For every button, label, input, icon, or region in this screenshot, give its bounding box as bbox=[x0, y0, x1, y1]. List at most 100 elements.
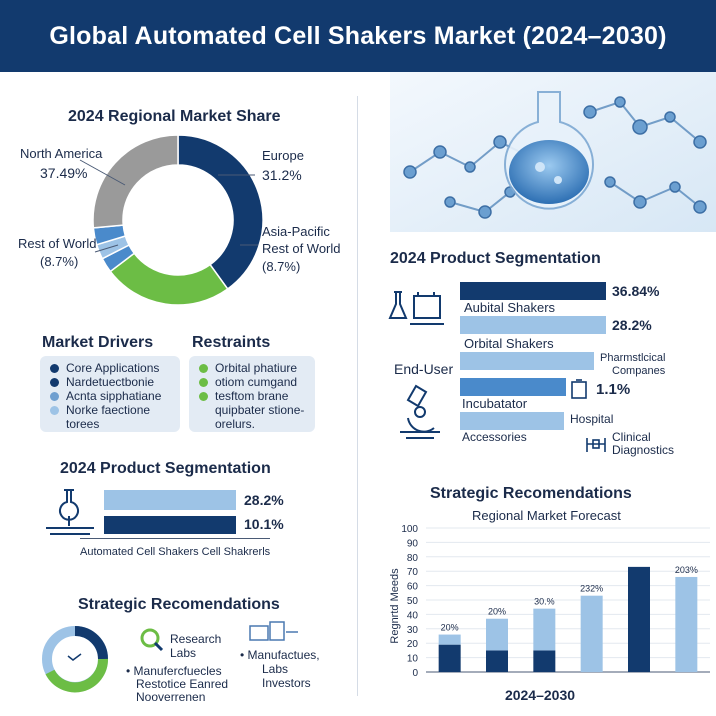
bullet-dot-icon bbox=[50, 363, 59, 373]
restraint-item-extra: orelurs. bbox=[215, 417, 256, 431]
forecast-data-label: 232% bbox=[580, 584, 603, 594]
seg-right-label-2: Orbital Shakers bbox=[464, 336, 554, 351]
drivers-panel: Core Applications Nardetuectbonie Acnta … bbox=[40, 356, 180, 432]
driver-item: Acnta sipphatiane bbox=[50, 389, 180, 403]
forecast-y-tick: 30 bbox=[407, 625, 419, 636]
bullet-dot-icon bbox=[50, 377, 59, 387]
forecast-y-tick: 60 bbox=[407, 582, 419, 593]
flask-stand-icon bbox=[46, 489, 94, 535]
forecast-y-tick: 80 bbox=[407, 553, 419, 564]
seg-left-title: 2024 Product Segmentation bbox=[60, 460, 271, 477]
column-divider bbox=[357, 96, 358, 696]
seg-right-bar-2 bbox=[460, 316, 606, 334]
strat-bullet-1c: Nooverrenen bbox=[136, 690, 206, 704]
forecast-data-label: 20% bbox=[441, 623, 459, 633]
seg-right-label-1: Aubital Shakers bbox=[464, 300, 556, 315]
hospital-icon bbox=[586, 438, 606, 452]
seg-left-bar-1 bbox=[104, 490, 236, 510]
seg-right-label-4: Accessories bbox=[462, 430, 527, 444]
seg-right-value-3: 1.1% bbox=[596, 381, 631, 398]
forecast-bar-base bbox=[533, 650, 556, 672]
driver-item: Norke faectione bbox=[50, 403, 180, 417]
clinical-label-2: Diagnostics bbox=[612, 443, 675, 457]
restraint-item: tesftom brane bbox=[199, 389, 315, 403]
label-asia-pacific: Asia-Pacific bbox=[262, 224, 330, 239]
forecast-title: Strategic Recomendations bbox=[430, 485, 632, 502]
restraints-panel: Orbital phatiure otiom cumgand tesftom b… bbox=[189, 356, 315, 432]
seg-right-bar-3 bbox=[460, 378, 566, 396]
strat-bullet-2a: • Manufactues, bbox=[240, 648, 320, 662]
strat-labs: Labs bbox=[170, 646, 197, 660]
strategy-ring-icon bbox=[42, 626, 109, 693]
clipboard-icon bbox=[571, 379, 587, 399]
regional-donut-chart bbox=[79, 134, 264, 306]
seg-right-bar-pharma bbox=[460, 352, 594, 370]
label-europe: Europe bbox=[262, 148, 304, 163]
forecast-data-label: 20% bbox=[488, 607, 506, 617]
forecast-bar-top bbox=[533, 608, 556, 651]
strat-bullet-1a: • Manufercfuecles bbox=[126, 664, 222, 678]
forecast-x-axis-label: 2024–2030 bbox=[505, 687, 575, 703]
restraint-item: otiom cumgand bbox=[199, 375, 315, 389]
strat-research: Research bbox=[170, 632, 222, 646]
forecast-y-tick: 100 bbox=[401, 524, 418, 535]
strat-bullet-2c: Investors bbox=[262, 676, 311, 690]
leader-rest-world bbox=[94, 244, 119, 253]
forecast-bar-base bbox=[486, 650, 508, 672]
magnifier-q-icon bbox=[140, 628, 164, 652]
strat-bullet-2b: Labs bbox=[262, 662, 289, 676]
forecast-y-tick: 20 bbox=[407, 639, 419, 650]
clinical-label-1: Clinical bbox=[612, 430, 651, 444]
forecast-y-tick: 50 bbox=[407, 596, 419, 607]
driver-item-extra: torees bbox=[66, 417, 100, 431]
seg-left-caption: Automated Cell Shakers Cell Shakrerls bbox=[80, 546, 271, 558]
bullet-dot-icon bbox=[50, 391, 59, 401]
seg-right-value-1: 36.84% bbox=[612, 283, 660, 299]
hospital-label: Hospital bbox=[570, 412, 614, 426]
value-north-america: 37.49% bbox=[40, 165, 88, 181]
forecast-data-label: 203% bbox=[675, 565, 698, 575]
seg-right-value-2: 28.2% bbox=[612, 317, 652, 333]
forecast-bar-top bbox=[628, 566, 650, 672]
pharma-label-2: Companes bbox=[612, 365, 666, 377]
seg-left-bar-2 bbox=[104, 516, 236, 534]
value-europe: 31.2% bbox=[262, 167, 302, 183]
forecast-y-tick: 40 bbox=[407, 610, 419, 621]
forecast-bar-top bbox=[438, 634, 461, 645]
strat-left-title: Strategic Recomendations bbox=[78, 596, 280, 613]
drivers-title: Market Drivers bbox=[42, 334, 154, 351]
forecast-bar-top bbox=[580, 595, 603, 672]
forecast-y-tick: 10 bbox=[407, 654, 419, 665]
driver-item: Core Applications bbox=[50, 361, 180, 375]
donut-title: 2024 Regional Market Share bbox=[68, 108, 281, 125]
seg-right-bar-1 bbox=[460, 282, 606, 300]
forecast-data-label: 30.% bbox=[534, 597, 555, 607]
forecast-bar-top bbox=[486, 618, 508, 651]
bullet-dot-icon bbox=[199, 363, 208, 373]
forecast-bar-top bbox=[675, 576, 698, 672]
restraints-title: Restraints bbox=[192, 334, 271, 351]
restraint-item-extra: quipbater stione- bbox=[215, 403, 305, 417]
bullet-dot-icon bbox=[199, 391, 208, 401]
forecast-y-tick: 0 bbox=[412, 668, 418, 679]
forecast-y-tick: 90 bbox=[407, 538, 419, 549]
value-asia-rest: (8.7%) bbox=[262, 259, 301, 274]
donut-slice-north-america bbox=[92, 134, 179, 229]
pharma-label-1: Pharmstlcical bbox=[600, 352, 666, 364]
forecast-subtitle: Regional Market Forecast bbox=[472, 508, 621, 523]
seg-right-label-3: Incubatator bbox=[462, 396, 528, 411]
forecast-bar-chart: 0 10 20 30 40 50 60 70 80 90 100 20% 20% 30.% 232% 203… bbox=[389, 524, 710, 703]
strat-bullet-1b: Restotice Eanred bbox=[136, 677, 229, 691]
label-asia-rest: Rest of World bbox=[262, 241, 341, 256]
end-user-label: End-User bbox=[394, 361, 454, 377]
page-title: Global Automated Cell Shakers Market (20… bbox=[0, 0, 716, 72]
seg-left-value-2: 10.1% bbox=[244, 516, 284, 532]
label-north-america: North America bbox=[20, 146, 103, 161]
forecast-bar-base bbox=[438, 644, 461, 672]
leader-north-america bbox=[79, 159, 126, 186]
seg-right-bar-4 bbox=[460, 412, 564, 430]
molecule-flask-illustration bbox=[390, 72, 716, 232]
label-rest-world: Rest of World bbox=[18, 236, 97, 251]
forecast-y-axis-label: Regnrtd Meeds bbox=[389, 568, 401, 644]
lab-equipment-icon bbox=[388, 291, 444, 325]
